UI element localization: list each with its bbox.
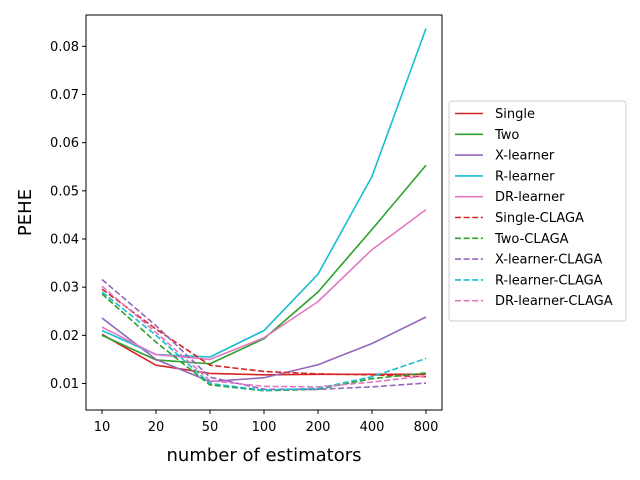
legend-label-dr-learner: DR-learner <box>495 190 565 205</box>
legend-frame <box>448 100 627 322</box>
x-axis-label: number of estimators <box>167 445 362 466</box>
y-tick-label: 0.06 <box>50 136 79 151</box>
series-layer <box>101 28 427 392</box>
series-line-r-learner-claga <box>101 291 427 392</box>
series-line-x-learner <box>101 316 427 383</box>
legend-label-x-learner-claga: X-learner-CLAGA <box>495 253 602 268</box>
y-tick-label: 0.08 <box>50 40 79 55</box>
y-tick-label: 0.03 <box>50 281 79 296</box>
legend: Single Two X-learner R-learner DR-learner Sin… <box>448 100 627 322</box>
x-tick-label: 200 <box>306 420 331 435</box>
x-tick-label: 50 <box>202 420 219 435</box>
legend-label-single: Single <box>495 107 535 122</box>
legend-label-two-claga: Two-CLAGA <box>494 232 569 247</box>
series-line-dr-learner <box>101 208 427 361</box>
x-tick-label: 400 <box>360 420 385 435</box>
legend-label-single-claga: Single-CLAGA <box>495 211 584 226</box>
y-axis-label: PEHE <box>15 189 36 236</box>
legend-label-two: Two <box>494 128 519 143</box>
x-tick-label: 800 <box>414 420 439 435</box>
series-line-x-learner-claga <box>101 278 427 391</box>
y-tick-label: 0.04 <box>50 232 79 247</box>
series-line-dr-learner-claga <box>101 285 427 388</box>
x-tick-label: 10 <box>94 420 111 435</box>
y-tick-label: 0.01 <box>50 377 79 392</box>
legend-label-r-learner: R-learner <box>495 169 555 184</box>
x-tick-label: 100 <box>252 420 277 435</box>
x-tick-label: 20 <box>148 420 165 435</box>
legend-label-r-learner-claga: R-learner-CLAGA <box>495 273 603 288</box>
x-axis: 10 20 50 100 200 400 800 <box>94 410 439 435</box>
y-tick-label: 0.02 <box>50 329 79 344</box>
y-tick-label: 0.05 <box>50 184 79 199</box>
y-axis: 0.01 0.02 0.03 0.04 0.05 0.06 0.07 0.08 <box>50 40 86 392</box>
series-line-single-claga <box>101 288 427 378</box>
legend-label-dr-learner-claga: DR-learner-CLAGA <box>495 294 613 309</box>
legend-label-x-learner: X-learner <box>495 149 555 164</box>
y-tick-label: 0.07 <box>50 88 79 103</box>
series-line-two-claga <box>101 293 427 392</box>
